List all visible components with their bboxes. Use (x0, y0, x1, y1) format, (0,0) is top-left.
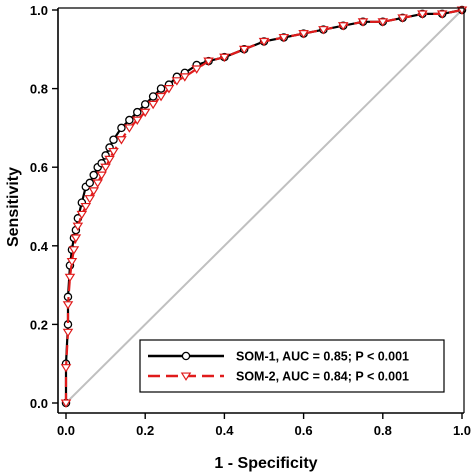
series-2-point (397, 14, 408, 23)
series-2-point (104, 155, 115, 165)
series-2-point (116, 136, 127, 145)
series-2-point (179, 73, 191, 82)
series-2-point (278, 33, 290, 43)
x-tick-label: 0.0 (57, 423, 75, 438)
series-2-point (258, 37, 270, 47)
reference-diagonal-line (65, 9, 463, 404)
series-1-point (140, 100, 150, 109)
x-tick-label: 0.2 (136, 423, 154, 438)
series-2-point (84, 195, 96, 204)
x-tick-label: 1.0 (453, 423, 471, 438)
x-tick-label: 0.4 (215, 423, 234, 438)
series-2-point (155, 92, 167, 102)
y-tick-label: 0.0 (30, 396, 48, 411)
y-tick-label: 0.2 (30, 317, 48, 332)
legend-swatch-marker (181, 351, 191, 361)
series-2-point (72, 222, 84, 232)
series-2-point (171, 77, 183, 86)
series-2-point (64, 273, 76, 283)
series-1-point (89, 170, 98, 180)
series-2-point (191, 65, 202, 74)
series-2-point (139, 108, 151, 118)
series-2-point (108, 147, 119, 157)
series-2-group (60, 6, 468, 408)
series-1-point (109, 135, 118, 144)
series-1-point (133, 107, 142, 117)
series-2-point (318, 26, 329, 35)
series-2-point (76, 210, 88, 220)
series-2-point (131, 116, 143, 125)
series-2-point (298, 30, 309, 39)
series-2-point (70, 234, 82, 243)
series-2-point (337, 22, 349, 31)
series-2-point (92, 179, 103, 188)
y-tick-label: 0.8 (30, 82, 48, 97)
x-tick-label: 0.6 (295, 423, 313, 438)
series-2-point (219, 53, 230, 63)
series-2-point (436, 10, 448, 19)
series-2-point (163, 85, 175, 94)
legend-label: SOM-1, AUC = 0.85; P < 0.001 (236, 350, 409, 364)
series-2-point (88, 187, 100, 196)
series-2-point (68, 246, 80, 255)
series-1-point (156, 84, 166, 93)
y-axis-title: Sensitivity (5, 167, 22, 247)
series-2-point (147, 100, 159, 110)
series-2-point (417, 10, 428, 19)
x-tick-label: 0.8 (374, 423, 392, 438)
series-2-point (96, 171, 107, 180)
y-tick-label: 0.4 (30, 239, 49, 254)
legend: SOM-1, AUC = 0.85; P < 0.001 SOM-2, AUC =… (139, 339, 445, 393)
legend-box (139, 339, 445, 393)
series-2-point (62, 328, 74, 338)
series-2-point (377, 18, 389, 27)
series-2-point (124, 124, 135, 133)
series-2-point (62, 301, 74, 310)
series-1-point (117, 123, 126, 133)
series-1-point (125, 115, 134, 125)
series-2-point (66, 257, 78, 267)
series-2-point (60, 364, 72, 373)
x-axis-title: 1 - Specificity (214, 455, 317, 472)
series-2-point (238, 45, 250, 55)
series-2-point (357, 18, 369, 27)
y-tick-label: 0.6 (30, 160, 48, 175)
series-2-point (80, 202, 92, 212)
series-1-point (85, 178, 95, 188)
series-2-point (100, 163, 111, 173)
series-1-point (148, 92, 158, 101)
series-2-point (60, 399, 72, 408)
legend-swatch-marker (180, 372, 192, 381)
series-2-point (203, 57, 214, 67)
legend-label: SOM-2, AUC = 0.84; P < 0.001 (236, 370, 409, 384)
y-tick-label: 1.0 (30, 3, 48, 18)
